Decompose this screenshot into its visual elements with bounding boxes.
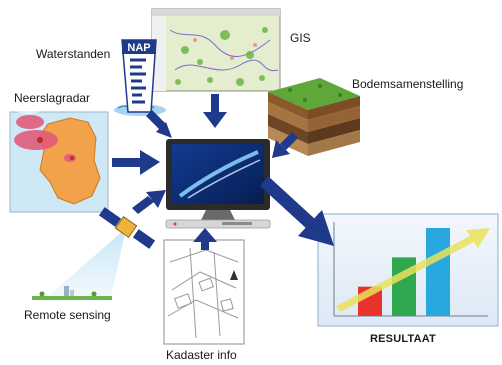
satellite — [32, 207, 156, 302]
label-remote-sensing: Remote sensing — [24, 308, 111, 322]
ground-strip — [32, 286, 112, 300]
result-panel — [317, 213, 499, 327]
flow-arrows — [112, 94, 334, 250]
nap-label: NAP — [127, 42, 150, 54]
arrow-from-kadaster — [193, 228, 217, 250]
arrow-from-satellite — [132, 190, 166, 214]
label-gis: GIS — [290, 31, 311, 45]
label-bodemsamenstelling: Bodemsamenstelling — [352, 77, 464, 91]
label-neerslagradar: Neerslagradar — [14, 91, 91, 105]
result-bar-3 — [426, 228, 450, 316]
label-resultaat: RESULTAAT — [370, 333, 436, 345]
arrow-from-neerslagradar — [112, 150, 160, 175]
label-kadaster-info: Kadaster info — [166, 348, 237, 362]
water-gauge: NAP — [114, 39, 166, 116]
computer — [165, 139, 271, 229]
trend-arrow — [336, 228, 490, 312]
label-waterstanden: Waterstanden — [36, 47, 111, 61]
arrow-to-resultaat — [260, 176, 334, 246]
gis-map — [151, 8, 281, 92]
arrow-from-waterstanden — [146, 110, 172, 138]
computer-screen — [172, 144, 264, 204]
arrow-from-gis — [203, 94, 227, 128]
kadaster-map — [163, 239, 245, 345]
soil-layers — [268, 78, 360, 156]
arrow-from-bodemsamenstelling — [272, 132, 298, 158]
rain-radar-map — [9, 102, 109, 213]
